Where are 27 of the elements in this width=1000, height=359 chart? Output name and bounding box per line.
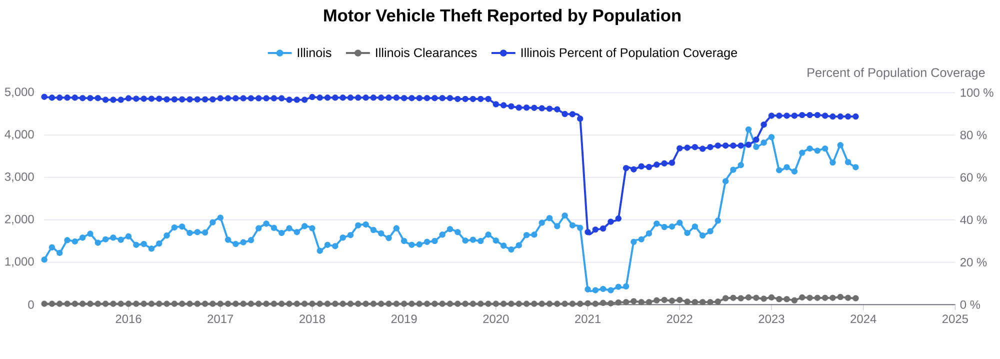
y-tick-label: 1,000 — [5, 257, 34, 267]
y-tick-label: 0 — [28, 300, 34, 309]
chart-title: Motor Vehicle Theft Reported by Population — [324, 8, 680, 25]
x-tick-label: 2016 — [116, 314, 142, 323]
x-tick-label: 2025 — [942, 314, 968, 323]
x-tick-label: 2024 — [850, 314, 876, 323]
y2-tick-label: 40 % — [960, 215, 987, 224]
y2-tick-label: 60 % — [960, 172, 987, 182]
y-tick-label: 3,000 — [4, 172, 34, 182]
y-tick-label: 5,000 — [4, 87, 34, 98]
y2-axis-title: Percent of Population Coverage — [808, 68, 985, 80]
legend-label: Illinois — [298, 48, 332, 57]
y2-tick-label: 20 % — [960, 258, 987, 266]
x-tick-label: 2020 — [483, 314, 509, 323]
x-tick-label: 2023 — [758, 314, 784, 323]
y2-tick-label: 100 % — [960, 88, 994, 97]
legend-label: Illinois Percent of Population Coverage — [522, 48, 738, 60]
y2-tick-label: 0 % — [960, 300, 980, 309]
x-tick-label: 2018 — [300, 314, 325, 323]
x-tick-label: 2017 — [208, 314, 234, 323]
y2-tick-label: 80 % — [960, 130, 987, 140]
y-tick-label: 2,000 — [5, 214, 34, 225]
x-tick-label: 2019 — [391, 314, 417, 323]
legend-label: Illinois Clearances — [376, 48, 477, 57]
y-tick-label: 4,000 — [4, 130, 34, 140]
x-tick-label: 2021 — [575, 314, 600, 323]
x-tick-label: 2022 — [666, 314, 692, 323]
